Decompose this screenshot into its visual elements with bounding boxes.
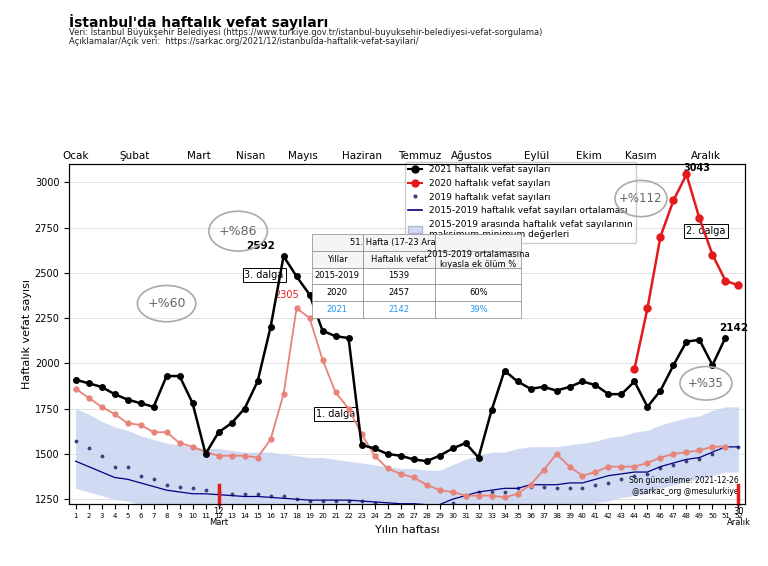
Legend: 2021 haftalık vefat sayıları, 2020 haftalık vefat sayıları, 2019 haftalık vefat : 2021 haftalık vefat sayıları, 2020 hafta…	[405, 162, 637, 243]
Y-axis label: Haftalık vefat sayısı: Haftalık vefat sayısı	[22, 279, 31, 389]
Text: Veri: İstanbul Büyükşehir Belediyesi (https://www.turkiye.gov.tr/istanbul-buyuks: Veri: İstanbul Büyükşehir Belediyesi (ht…	[69, 27, 542, 37]
Text: 2. dalga: 2. dalga	[687, 226, 726, 236]
Text: İstanbul'da haftalık vefat sayıları: İstanbul'da haftalık vefat sayıları	[69, 14, 329, 30]
Text: 2142: 2142	[719, 323, 748, 333]
Text: +%35: +%35	[688, 377, 724, 390]
X-axis label: Yılın haftası: Yılın haftası	[375, 525, 439, 535]
Text: 30
Aralık: 30 Aralık	[727, 507, 750, 526]
Text: 12
Mart: 12 Mart	[209, 507, 228, 526]
Text: +%60: +%60	[147, 297, 186, 310]
Text: 1. dalga: 1. dalga	[316, 409, 355, 419]
Text: 2592: 2592	[246, 241, 275, 251]
Text: Son güncelleme: 2021-12-26
@sarkac_org @mesulurkiye: Son güncelleme: 2021-12-26 @sarkac_org @…	[629, 476, 739, 496]
Text: 3043: 3043	[684, 164, 711, 173]
Text: 2305: 2305	[274, 290, 300, 300]
Text: +%86: +%86	[219, 225, 257, 238]
Text: Açıklamalar/Açık veri:  https://sarkac.org/2021/12/istanbulda-haftalik-vefat-say: Açıklamalar/Açık veri: https://sarkac.or…	[69, 37, 419, 46]
Text: 3. dalga: 3. dalga	[244, 269, 283, 280]
Text: +%112: +%112	[619, 192, 663, 205]
